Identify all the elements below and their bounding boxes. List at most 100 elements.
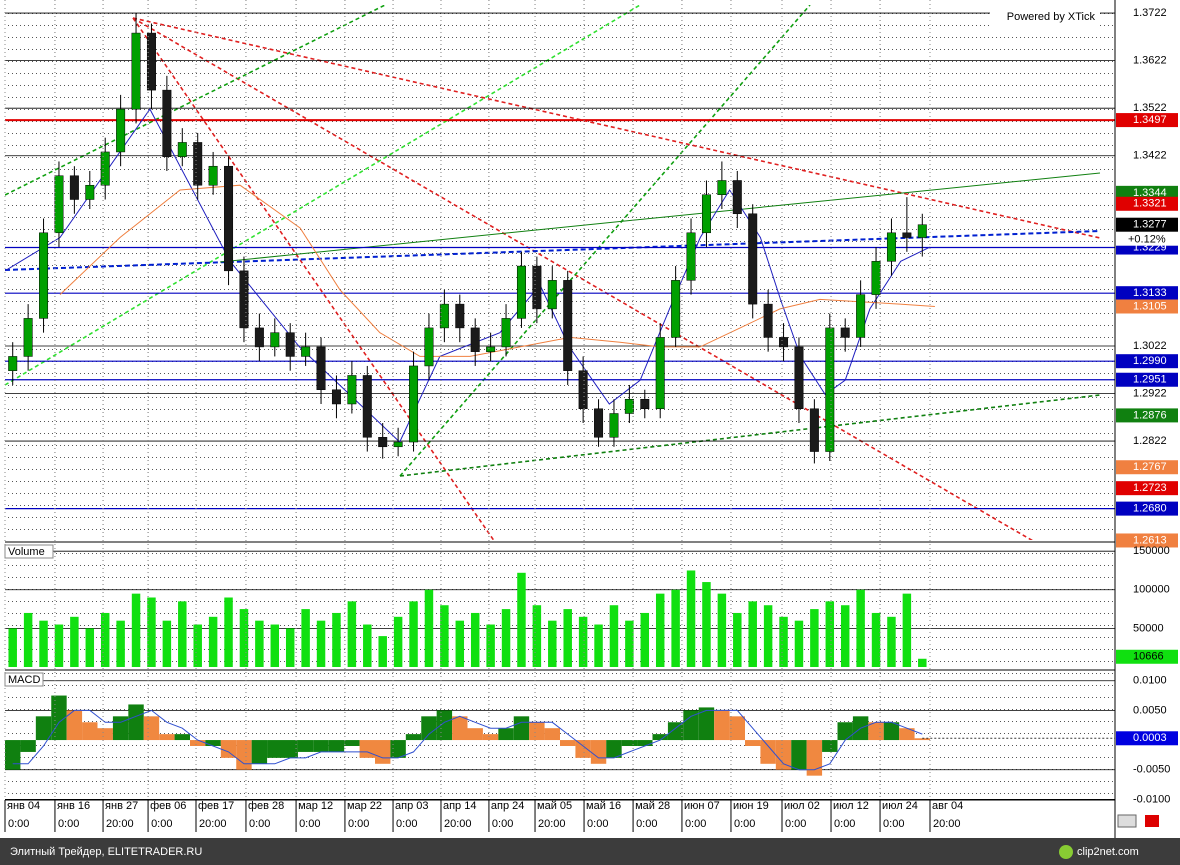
x-tick-time: 0:00	[636, 818, 657, 830]
watermark: clip2net.com	[1077, 846, 1139, 858]
candle-body	[23, 318, 33, 357]
candle-body	[516, 265, 526, 319]
x-tick-time: 0:00	[883, 818, 904, 830]
value-tag	[1116, 460, 1178, 475]
macd-bar	[837, 722, 853, 741]
candle-body	[254, 327, 264, 348]
volume-bar	[532, 605, 542, 667]
candle-body	[486, 346, 496, 352]
y-tick-label: 1.3022	[1133, 340, 1167, 352]
macd-bar	[683, 710, 699, 741]
macd-bar	[282, 740, 298, 758]
x-tick-time: 0:00	[58, 818, 79, 830]
x-tick-label: май 05	[537, 800, 572, 812]
status-bar	[0, 838, 1180, 865]
candle-body	[270, 332, 280, 348]
pane-title: Volume	[8, 546, 45, 558]
macd-bar	[220, 740, 237, 758]
macd-bar	[297, 740, 314, 752]
x-tick-label: июн 19	[733, 800, 769, 812]
macd-bar	[745, 740, 761, 746]
candle-body	[594, 408, 604, 438]
x-tick-label: мар 12	[298, 800, 333, 812]
candle-body	[794, 346, 804, 409]
candle-body	[902, 232, 912, 238]
volume-bar	[301, 609, 310, 667]
candle-body	[917, 224, 927, 238]
volume-bar	[871, 612, 881, 667]
signal-line	[12, 709, 923, 771]
macd-bar	[159, 734, 175, 741]
candle-body	[856, 294, 866, 338]
candle-body	[347, 375, 357, 405]
candle-body	[193, 142, 203, 186]
volume-bar	[563, 609, 572, 667]
candle-body	[85, 184, 95, 200]
macd-bar	[590, 740, 607, 764]
x-tick-time: 0:00	[396, 818, 417, 830]
macd-bar	[606, 740, 622, 758]
candle-body	[886, 232, 896, 262]
candle-body	[809, 408, 819, 452]
x-tick-label: май 16	[586, 800, 621, 812]
volume-bar	[347, 601, 357, 667]
volume-bar	[178, 601, 187, 667]
x-tick-time: 0:00	[834, 818, 855, 830]
x-tick-label: апр 24	[491, 800, 524, 812]
macd-bar	[637, 740, 653, 746]
macd-bar	[436, 710, 453, 741]
volume-bar	[578, 616, 588, 667]
volume-bar	[918, 658, 927, 667]
volume-bar	[470, 612, 480, 667]
x-tick-time: 20:00	[106, 818, 134, 830]
volume-bar	[23, 612, 33, 667]
volume-bar	[594, 624, 603, 667]
volume-bar	[717, 593, 727, 667]
volume-bar	[316, 620, 326, 667]
macd-bar	[529, 722, 545, 741]
pane-title-box	[4, 672, 44, 687]
macd-bar	[143, 716, 160, 741]
candle-body	[640, 398, 650, 409]
volume-bar	[208, 616, 218, 667]
volume-bar	[378, 636, 387, 667]
candle-body	[69, 175, 79, 200]
macd-bar	[621, 740, 638, 746]
macd-plot	[4, 0, 1115, 800]
icon[interactable]	[1145, 815, 1159, 827]
x-tick-time: 0:00	[785, 818, 806, 830]
icon[interactable]	[1117, 814, 1137, 828]
macd-bar	[698, 707, 715, 741]
volume-bar	[779, 616, 788, 667]
candle-body	[378, 437, 388, 448]
trend-lines	[5, 5, 1101, 540]
macd-bar	[5, 740, 21, 770]
candle-body	[501, 318, 511, 348]
macd-bar	[421, 716, 437, 741]
volume-bar	[440, 605, 449, 667]
value-tag-label: 1.3321	[1133, 198, 1167, 210]
x-tick-time: 0:00	[587, 818, 608, 830]
y-tick-label: 1.3722	[1133, 7, 1167, 19]
y-tick-label: 1.2922	[1133, 387, 1167, 399]
volume-bar	[840, 605, 850, 667]
candle-body	[717, 180, 727, 195]
volume-bar	[625, 620, 634, 667]
value-tag	[1116, 731, 1178, 746]
value-tag	[1116, 286, 1178, 301]
value-tag-label: 0.0003	[1133, 732, 1167, 744]
candle-body	[239, 270, 249, 329]
x-tick-time: 0:00	[151, 818, 172, 830]
volume-bar	[239, 609, 249, 667]
y-tick-label: 0.0050	[1133, 704, 1167, 716]
price-pane	[5, 5, 1115, 540]
candle-body	[779, 337, 789, 348]
y-tick-label: 50000	[1133, 622, 1164, 634]
y-tick-label: 150000	[1133, 545, 1170, 557]
macd-bar	[883, 722, 900, 741]
candle-body	[563, 280, 573, 371]
x-tick-time: 0:00	[8, 818, 29, 830]
volume-bar	[193, 624, 202, 667]
candle-body	[8, 356, 18, 371]
macd-bar	[560, 740, 576, 746]
